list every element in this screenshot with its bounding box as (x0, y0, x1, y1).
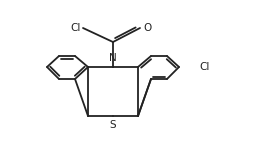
Text: Cl: Cl (71, 23, 81, 33)
Text: N: N (109, 53, 117, 63)
Text: S: S (110, 120, 116, 130)
Text: Cl: Cl (199, 62, 209, 72)
Text: O: O (143, 23, 151, 33)
